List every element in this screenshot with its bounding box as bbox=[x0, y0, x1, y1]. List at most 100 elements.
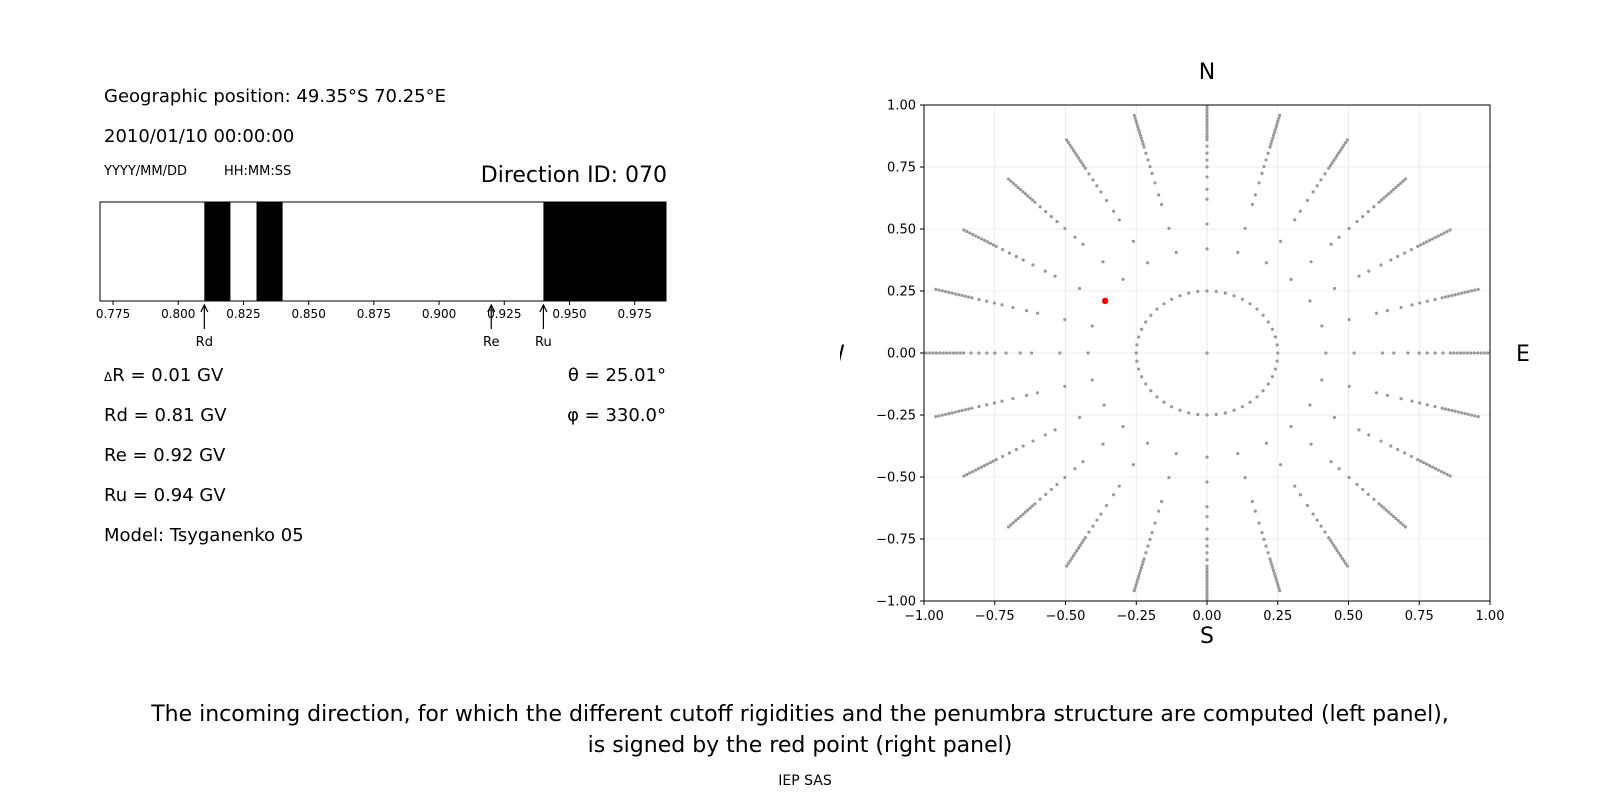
direction-point bbox=[1394, 516, 1398, 521]
direction-point bbox=[1121, 425, 1125, 429]
direction-point bbox=[941, 351, 945, 355]
direction-point bbox=[950, 291, 954, 295]
direction-point bbox=[1055, 482, 1059, 487]
direction-point bbox=[1014, 254, 1018, 259]
direction-point bbox=[1155, 307, 1159, 311]
y-tick-label: 0.00 bbox=[887, 347, 916, 362]
direction-point bbox=[1081, 460, 1085, 464]
direction-point bbox=[1276, 583, 1280, 587]
direction-point bbox=[1087, 530, 1091, 534]
direction-point bbox=[976, 235, 981, 240]
direction-point bbox=[1149, 313, 1153, 317]
direction-point bbox=[1021, 444, 1025, 448]
direction-point bbox=[1271, 566, 1275, 570]
direction-chart: −1.00 −0.75 −0.50 −0.25 0.00 0.25 0.50 0.75 1.00… bbox=[840, 60, 1530, 649]
theta-value: θ = 25.01° bbox=[567, 365, 666, 386]
direction-point bbox=[982, 463, 987, 468]
direction-point bbox=[1253, 193, 1257, 197]
x-tick-label: 0.75 bbox=[1405, 609, 1434, 624]
direction-point bbox=[934, 415, 938, 419]
direction-point bbox=[1257, 181, 1261, 185]
direction-point bbox=[1063, 475, 1067, 480]
direction-point bbox=[1329, 460, 1333, 464]
credit-label: IEP SAS bbox=[778, 773, 832, 789]
direction-point bbox=[1205, 247, 1209, 251]
direction-point bbox=[1409, 247, 1414, 252]
direction-point bbox=[985, 240, 990, 244]
direction-point bbox=[1000, 454, 1005, 459]
penumbra-tick-label: 0.850 bbox=[291, 307, 325, 321]
direction-point bbox=[1275, 343, 1279, 347]
direction-point bbox=[1372, 497, 1376, 501]
direction-point bbox=[1121, 277, 1125, 281]
direction-point bbox=[1021, 512, 1025, 516]
direction-point bbox=[1427, 463, 1432, 468]
direction-point bbox=[1205, 597, 1209, 601]
direction-point bbox=[1090, 324, 1094, 328]
direction-point bbox=[1442, 471, 1446, 475]
x-tick-label: 0.25 bbox=[1263, 609, 1292, 624]
direction-point bbox=[1456, 410, 1461, 414]
direction-point bbox=[955, 351, 959, 355]
direction-point bbox=[994, 458, 998, 462]
direction-point bbox=[1270, 375, 1274, 379]
direction-point bbox=[944, 412, 948, 416]
direction-point bbox=[1264, 544, 1268, 548]
direction-point bbox=[1157, 509, 1161, 513]
direction-point bbox=[1223, 411, 1227, 415]
x-tick-label: 1.00 bbox=[1476, 609, 1505, 624]
direction-point bbox=[1104, 503, 1109, 508]
direction-point bbox=[1418, 301, 1422, 305]
direction-point bbox=[1384, 508, 1388, 512]
direction-point bbox=[1137, 574, 1141, 578]
direction-point bbox=[1023, 192, 1027, 196]
direction-point bbox=[1053, 274, 1057, 278]
direction-point bbox=[1462, 351, 1466, 355]
marker-label-ru: Ru bbox=[535, 335, 552, 350]
direction-point bbox=[1380, 351, 1385, 355]
direction-point bbox=[1271, 568, 1276, 573]
direction-point bbox=[1473, 288, 1477, 292]
direction-point bbox=[1205, 120, 1209, 124]
direction-point bbox=[1450, 408, 1454, 413]
direction-point bbox=[1205, 111, 1209, 115]
direction-point bbox=[940, 413, 944, 417]
direction-point bbox=[1430, 237, 1435, 241]
direction-point bbox=[1044, 492, 1048, 496]
direction-point bbox=[1433, 351, 1437, 355]
direction-point bbox=[947, 290, 951, 295]
direction-point bbox=[985, 403, 989, 407]
direction-point bbox=[1205, 117, 1209, 121]
direction-point bbox=[1137, 128, 1141, 132]
direction-point bbox=[1157, 193, 1161, 197]
direction-point bbox=[1021, 258, 1025, 262]
direction-point bbox=[1406, 351, 1410, 355]
delta-r-text: R = 0.01 GV bbox=[112, 365, 224, 386]
y-tick-label: 0.50 bbox=[887, 223, 916, 238]
direction-point bbox=[1140, 327, 1144, 331]
direction-point bbox=[1347, 226, 1351, 231]
direction-point bbox=[992, 401, 996, 405]
direction-point bbox=[1425, 403, 1429, 407]
direction-point bbox=[1117, 484, 1121, 488]
direction-point bbox=[1174, 452, 1178, 456]
direction-point bbox=[994, 244, 998, 248]
direction-point bbox=[1065, 564, 1069, 568]
direction-point bbox=[1004, 351, 1008, 355]
penumbra-band-2 bbox=[543, 202, 666, 301]
direction-point bbox=[967, 407, 971, 411]
direction-point bbox=[1205, 480, 1209, 484]
direction-point bbox=[968, 471, 972, 475]
direction-point bbox=[1268, 145, 1272, 149]
direction-point bbox=[1043, 433, 1047, 437]
direction-point bbox=[1243, 475, 1247, 480]
direction-point bbox=[1436, 468, 1440, 472]
direction-point bbox=[1112, 493, 1116, 497]
direction-point bbox=[1440, 406, 1444, 410]
direction-point bbox=[1063, 318, 1067, 322]
direction-point bbox=[1073, 151, 1077, 155]
direction-point bbox=[1315, 184, 1319, 188]
direction-point bbox=[1470, 413, 1474, 417]
direction-point bbox=[1138, 571, 1142, 575]
direction-point bbox=[1232, 294, 1236, 298]
